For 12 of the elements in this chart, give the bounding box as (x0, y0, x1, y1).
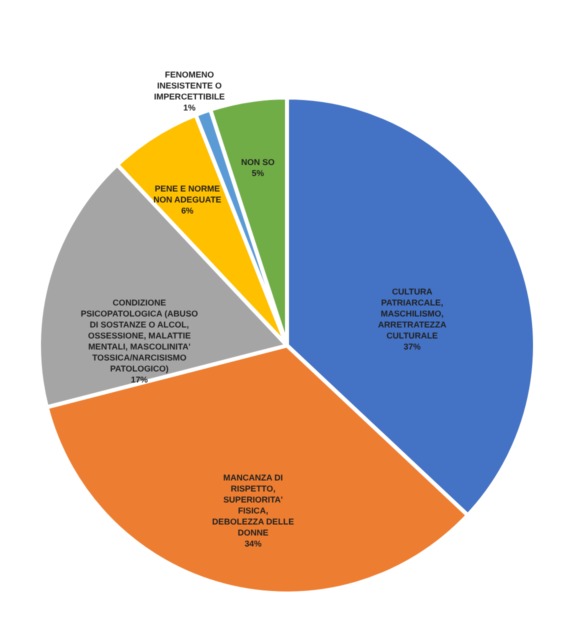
data-label: 37% (404, 341, 422, 352)
data-label: 5% (252, 168, 264, 178)
data-label: 34% (244, 538, 262, 549)
data-label: 1% (183, 102, 196, 113)
data-label: 17% (130, 374, 148, 385)
slice-label: PENE E NORME NON ADEGUATE (153, 183, 222, 204)
slice-label: CONDIZIONE PSICOPATOLOGICA (ABUSO DI SOSTANZE O ALCOL, OSSESSIONE, MALATTIE MENTALI, MASCOLINITA' TOSSICA/NARCISISMO PATOLOGICO) (80, 298, 198, 374)
slice-label: CULTURA PATRIARCALE, MASCHILISMO, ARRETRATEZZA CULTURALE (378, 286, 446, 340)
data-label: 6% (181, 205, 194, 216)
slice-label: MANCANZA DI RISPETTO, SUPERIORITA' FISICA, DEBOLEZZA DELLE DONNE (212, 472, 294, 538)
slice-label: FENOMENO INESISTENTE O IMPERCETTIBILE (154, 70, 226, 102)
slice-label: NON SO (241, 156, 276, 167)
